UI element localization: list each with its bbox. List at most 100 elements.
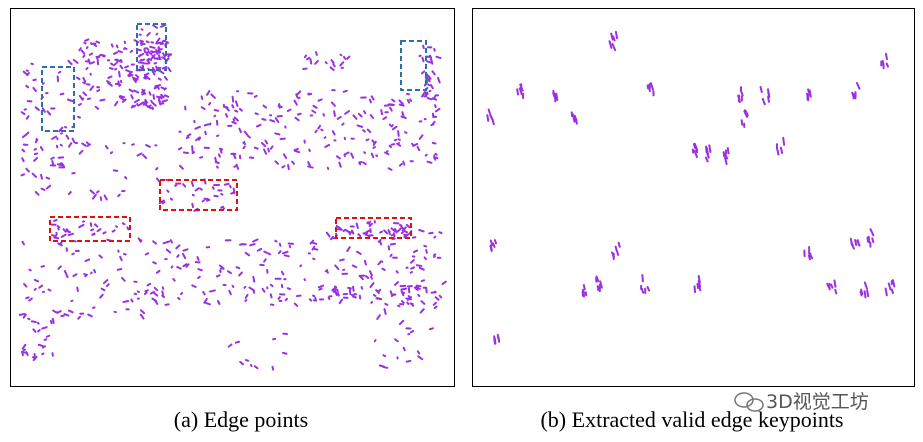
point [281, 351, 288, 355]
point [235, 266, 241, 270]
point [20, 173, 26, 177]
point [191, 151, 196, 155]
point [411, 142, 415, 147]
point [130, 104, 135, 109]
point [360, 286, 364, 290]
point [409, 98, 413, 103]
point [150, 50, 156, 54]
point [244, 251, 251, 257]
point [88, 52, 94, 56]
point [129, 49, 134, 53]
point [100, 287, 106, 292]
point [40, 265, 46, 268]
point [244, 299, 248, 302]
point [724, 152, 729, 160]
point [53, 236, 60, 240]
point [175, 244, 181, 250]
point [743, 109, 749, 118]
blue-box [400, 40, 427, 91]
point [158, 199, 165, 205]
point [262, 104, 268, 109]
point [397, 130, 400, 137]
point [384, 151, 390, 156]
point [197, 268, 203, 272]
point [18, 312, 26, 316]
point [57, 227, 60, 231]
point [584, 291, 588, 297]
point [65, 134, 70, 140]
point [405, 223, 411, 229]
point [137, 102, 143, 107]
point [423, 244, 428, 248]
point [176, 266, 182, 270]
point [137, 237, 142, 243]
point [201, 199, 205, 203]
point [210, 93, 216, 99]
point [426, 160, 433, 164]
point [410, 266, 416, 270]
point [25, 115, 30, 120]
point [40, 187, 46, 192]
point [303, 278, 307, 282]
point [370, 301, 374, 304]
point [253, 146, 259, 150]
point [426, 97, 433, 101]
point [646, 84, 650, 90]
point [372, 140, 377, 146]
point [279, 137, 286, 141]
point [33, 287, 37, 291]
point [169, 197, 174, 201]
point [23, 282, 28, 288]
point [182, 151, 189, 155]
point [99, 98, 106, 102]
point [726, 147, 730, 155]
point [159, 95, 163, 100]
point [385, 150, 389, 153]
point [146, 282, 152, 287]
point [57, 242, 63, 247]
point [119, 64, 124, 70]
point [420, 92, 426, 98]
point [437, 76, 441, 84]
point [152, 261, 157, 265]
point [22, 313, 27, 319]
point [133, 98, 140, 104]
point [114, 67, 118, 71]
point [147, 58, 153, 61]
point [617, 241, 621, 248]
point [387, 167, 393, 171]
point [224, 113, 229, 118]
point [434, 107, 441, 113]
point [33, 353, 37, 360]
point [890, 288, 894, 295]
point [402, 346, 406, 352]
point [307, 165, 314, 169]
point [277, 250, 282, 255]
point [25, 296, 30, 300]
point [343, 151, 350, 156]
red-box [49, 216, 131, 242]
point [85, 46, 89, 50]
point [420, 279, 426, 283]
point [41, 352, 45, 356]
caption: (b) Extracted valid edge keypoints [540, 407, 843, 432]
point [33, 156, 39, 162]
point [346, 55, 351, 60]
point [432, 255, 436, 258]
point [391, 125, 398, 131]
point [45, 176, 51, 180]
point [157, 54, 161, 59]
point [782, 136, 786, 146]
point [234, 109, 239, 113]
point [347, 286, 352, 290]
point [104, 145, 109, 150]
point [28, 268, 32, 272]
point [274, 117, 280, 124]
point [356, 250, 362, 255]
point [253, 94, 258, 98]
point [363, 259, 367, 266]
point [294, 149, 301, 154]
point [152, 24, 158, 29]
point [140, 89, 146, 94]
